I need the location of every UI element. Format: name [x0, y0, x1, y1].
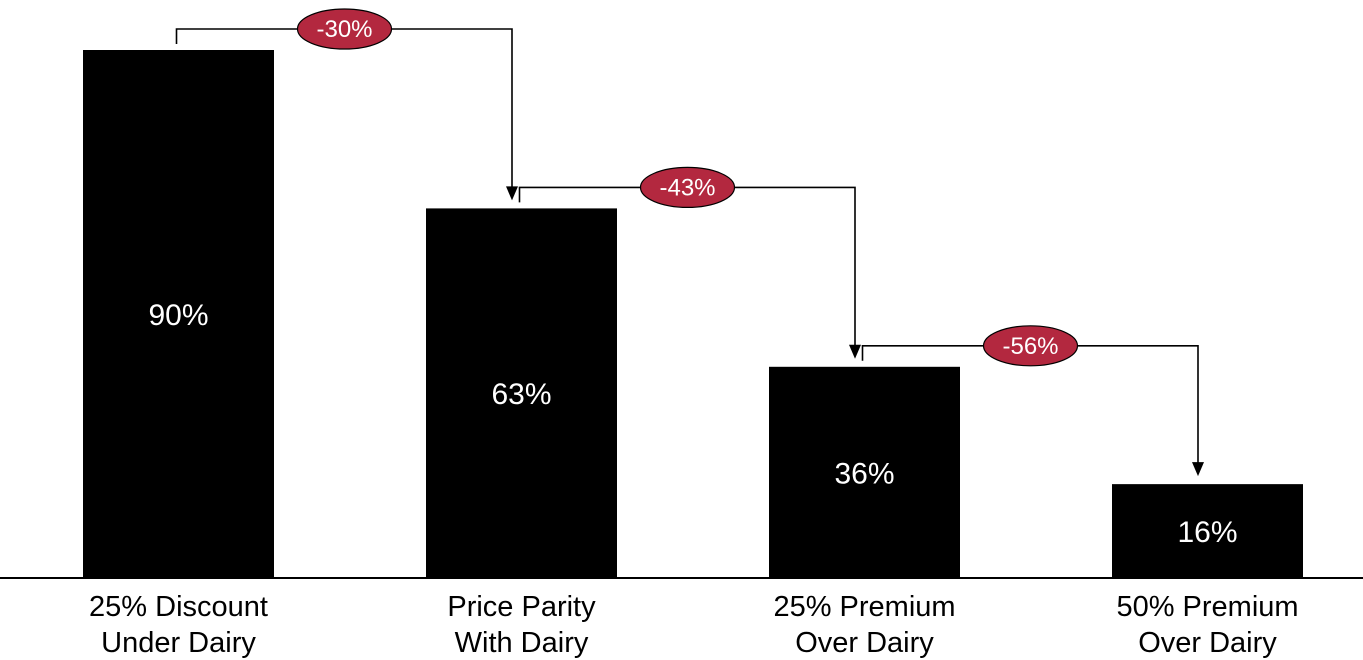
- bar-value-label-0: 90%: [148, 299, 208, 332]
- bar-value-label-1: 63%: [491, 378, 551, 411]
- category-label-1-line-0: Price Parity: [447, 591, 596, 623]
- category-label-3-line-0: 50% Premium: [1116, 591, 1298, 623]
- bar-3: [1112, 484, 1303, 578]
- change-badge-label-0: -30%: [316, 16, 372, 43]
- change-badge-label-2: -56%: [1002, 333, 1058, 360]
- category-labels: 25% Discount Under Dairy Price Parity With …: [89, 591, 1299, 659]
- change-connectors: -30% -43% -56%: [175, 8, 1204, 477]
- connector-arrowhead-1: [849, 344, 861, 359]
- bar-0: [83, 50, 274, 578]
- change-badge-1: [639, 166, 736, 208]
- bars: 90% 63% 36% 16%: [83, 50, 1303, 578]
- bar-value-label-2: 36%: [834, 457, 894, 490]
- connector-arrowhead-0: [506, 186, 518, 201]
- bar-1: [426, 208, 617, 578]
- change-badge-2: [982, 325, 1079, 367]
- category-label-0-line-0: 25% Discount: [89, 591, 268, 623]
- change-badge-0: [296, 8, 393, 50]
- category-label-0-line-1: Under Dairy: [101, 627, 256, 659]
- category-label-1-line-1: With Dairy: [455, 627, 589, 659]
- change-badge-label-1: -43%: [659, 174, 715, 201]
- bar-2: [769, 366, 960, 578]
- category-label-2-line-0: 25% Premium: [773, 591, 955, 623]
- category-label-2-line-1: Over Dairy: [795, 627, 934, 659]
- bar-value-label-3: 16%: [1177, 516, 1237, 549]
- connector-arrowhead-2: [1192, 462, 1204, 477]
- category-label-3-line-1: Over Dairy: [1138, 627, 1277, 659]
